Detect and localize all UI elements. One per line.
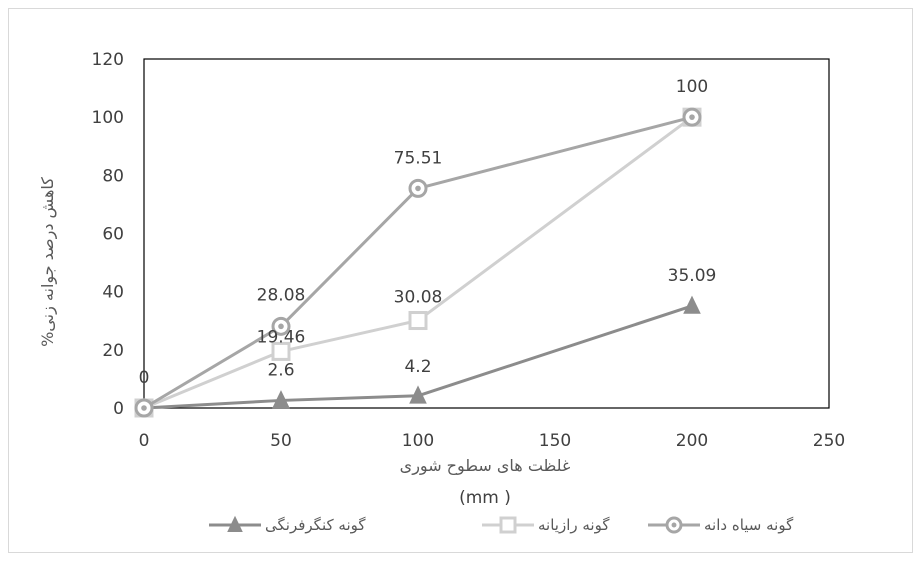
series-line [143, 304, 693, 410]
circle-marker-dot [278, 323, 284, 330]
y-axis-title: %کاهش درصد جوانه زنی [38, 177, 58, 347]
circle-marker-dot [689, 114, 695, 120]
x-tick-label: 250 [813, 431, 845, 451]
y-tick-label: 120 [92, 50, 124, 70]
legend-item: گونه رازیانه [482, 516, 610, 534]
y-tick-label: 100 [92, 108, 124, 128]
circle-marker [408, 178, 428, 198]
data-label: 100 [676, 77, 708, 97]
data-label: 19.46 [257, 327, 306, 347]
legend-item: گونه سیاه دانه [648, 516, 794, 534]
x-tick-label: 0 [139, 431, 150, 451]
circle-marker-dot [671, 522, 677, 528]
data-label: 35.09 [668, 266, 717, 286]
y-tick-label: 0 [113, 399, 124, 419]
legend-label: گونه کنگرفرنگی [265, 516, 366, 534]
legend: گونه سیاه دانه گونه رازیانه گونه کنگرفرنگی [209, 515, 794, 534]
plot-area [143, 58, 830, 409]
data-label: 75.51 [394, 148, 443, 168]
data-label: 2.6 [267, 360, 294, 380]
y-tick-label: 80 [102, 166, 124, 186]
legend-label: گونه سیاه دانه [704, 516, 794, 534]
circle-marker [682, 107, 702, 127]
x-tick-label: 200 [676, 431, 708, 451]
legend-label: گونه رازیانه [538, 516, 610, 534]
chart-frame [8, 8, 913, 553]
circle-marker-dot [141, 405, 147, 411]
x-axis-unit: (mm ) [459, 488, 511, 508]
triangle-marker [227, 515, 243, 532]
y-tick-label: 60 [102, 225, 124, 245]
data-label: 30.08 [394, 288, 443, 308]
legend-item: گونه کنگرفرنگی [209, 515, 366, 534]
data-labels: 0 28.08 75.51 100 19.46 30.08 2.6 4.2 35.09 [139, 77, 717, 388]
data-label: 0 [139, 368, 150, 388]
triangle-marker [272, 390, 290, 409]
axis-ticks: 0 50 100 150 200 250 0 20 40 60 80 100 120 [92, 50, 846, 451]
triangle-marker [683, 295, 701, 314]
y-tick-label: 20 [102, 341, 124, 361]
circle-marker [665, 516, 683, 534]
triangle-marker [409, 385, 427, 404]
series-line [143, 115, 693, 410]
x-tick-label: 100 [402, 431, 434, 451]
series-line [143, 115, 693, 410]
square-marker [271, 341, 291, 361]
square-marker [408, 311, 428, 331]
circle-marker [134, 398, 154, 418]
data-label: 4.2 [404, 357, 431, 377]
square-marker [499, 516, 517, 534]
series-layer [134, 107, 702, 418]
circle-marker-dot [415, 185, 421, 192]
plot-border [143, 58, 830, 409]
circle-marker [271, 316, 291, 336]
x-tick-label: 50 [270, 431, 292, 451]
data-label: 28.08 [257, 285, 306, 305]
x-tick-label: 150 [539, 431, 571, 451]
y-tick-label: 40 [102, 283, 124, 303]
x-axis-title: غلظت های سطوح شوری [400, 456, 571, 476]
